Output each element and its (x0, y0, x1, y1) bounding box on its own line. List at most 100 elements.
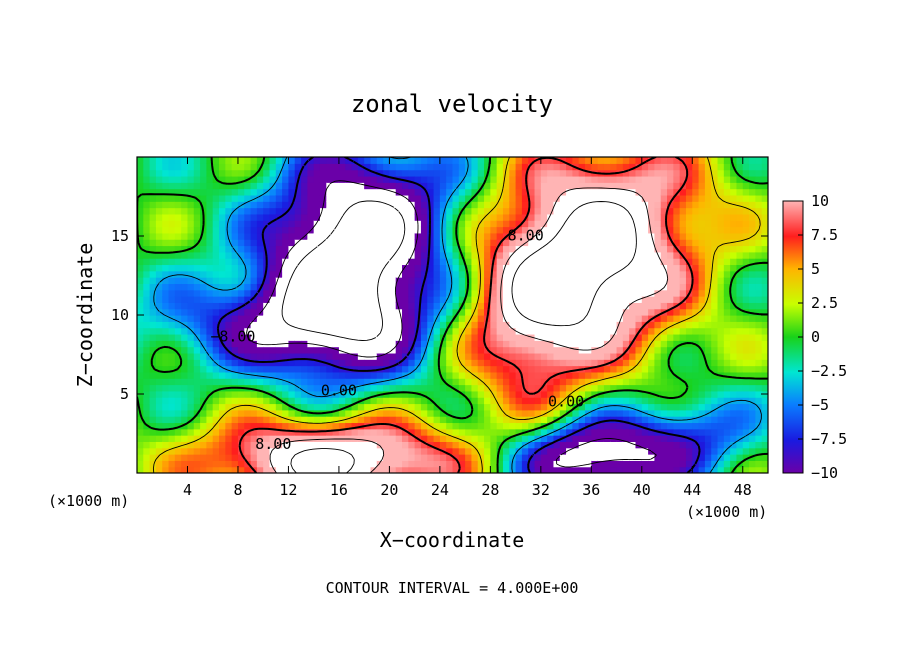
heatmap-cell (704, 403, 712, 411)
heatmap-cell (237, 188, 245, 196)
heatmap-cell (566, 296, 573, 303)
heatmap-cell (357, 245, 365, 253)
heatmap-cell (256, 333, 264, 341)
heatmap-cell (149, 327, 157, 335)
heatmap-cell (502, 302, 510, 310)
heatmap-cell (654, 340, 662, 348)
heatmap-cell (585, 428, 592, 436)
heatmap-cell (200, 270, 208, 278)
heatmap-cell (326, 226, 334, 234)
heatmap-cell (357, 207, 365, 215)
heatmap-cell (717, 315, 725, 322)
heatmap-cell (389, 435, 397, 442)
heatmap-cell (496, 245, 504, 253)
heatmap-cell (704, 346, 712, 354)
heatmap-cell (395, 194, 403, 202)
heatmap-cell (452, 428, 460, 436)
heatmap-cell (673, 359, 681, 367)
heatmap-cell (313, 239, 321, 247)
heatmap-cell (553, 390, 561, 398)
heatmap-cell (250, 454, 258, 461)
heatmap-cell (250, 378, 258, 386)
heatmap-cell (219, 327, 226, 335)
heatmap-cell (528, 213, 536, 221)
heatmap-cell (319, 182, 327, 190)
heatmap-cell (231, 359, 239, 367)
heatmap-cell (465, 460, 473, 468)
heatmap-cell (755, 182, 763, 190)
heatmap-cell (654, 315, 662, 322)
heatmap-cell (528, 327, 536, 335)
heatmap-cell (736, 251, 744, 259)
heatmap-cell (673, 340, 681, 348)
heatmap-cell (143, 359, 151, 367)
heatmap-cell (458, 409, 466, 417)
heatmap-cell (465, 264, 473, 272)
heatmap-cell (534, 378, 542, 386)
heatmap-cell (212, 403, 220, 411)
heatmap-cell (667, 296, 674, 303)
heatmap-cell (338, 239, 346, 247)
heatmap-cell (345, 194, 353, 202)
heatmap-cell (307, 403, 315, 411)
heatmap-cell (231, 378, 239, 386)
heatmap-cell (761, 346, 768, 354)
heatmap-cell (288, 327, 296, 335)
heatmap-cell (301, 302, 308, 310)
heatmap-cell (143, 188, 151, 196)
heatmap-cell (376, 194, 384, 202)
heatmap-cell (395, 441, 403, 449)
heatmap-cell (370, 239, 378, 247)
heatmap-cell (660, 302, 668, 310)
heatmap-cell (641, 340, 649, 348)
heatmap-cell (585, 213, 592, 221)
heatmap-cell (484, 422, 491, 430)
heatmap-cell (559, 365, 567, 373)
heatmap-cell (635, 277, 643, 284)
heatmap-cell (162, 182, 170, 190)
heatmap-cell (187, 409, 195, 417)
heatmap-cell (742, 157, 750, 164)
heatmap-cell (427, 409, 435, 417)
heatmap-cell (509, 245, 517, 253)
heatmap-cell (660, 340, 668, 348)
heatmap-cell (307, 321, 315, 329)
heatmap-cell (648, 277, 656, 284)
heatmap-cell (301, 207, 308, 215)
heatmap-cell (414, 239, 422, 247)
heatmap-cell (351, 359, 359, 367)
heatmap-cell (219, 182, 226, 190)
heatmap-cell (685, 327, 693, 335)
heatmap-cell (622, 251, 630, 259)
heatmap-cell (212, 454, 220, 461)
heatmap-cell (667, 226, 674, 234)
heatmap-cell (452, 157, 460, 164)
heatmap-cell (667, 232, 674, 240)
heatmap-cell (383, 346, 390, 354)
heatmap-cell (225, 416, 233, 424)
heatmap-cell (742, 365, 750, 373)
heatmap-cell (250, 245, 258, 253)
heatmap-cell (345, 270, 353, 278)
heatmap-cell (521, 232, 529, 240)
heatmap-cell (673, 378, 681, 386)
heatmap-cell (521, 346, 529, 354)
heatmap-cell (155, 435, 163, 442)
heatmap-cell (319, 169, 327, 177)
heatmap-cell (282, 441, 290, 449)
heatmap-cell (439, 416, 447, 424)
heatmap-cell (313, 390, 321, 398)
heatmap-cell (420, 435, 428, 442)
heatmap-cell (219, 245, 226, 253)
heatmap-cell (193, 245, 201, 253)
heatmap-cell (679, 454, 687, 461)
heatmap-cell (559, 352, 567, 360)
heatmap-cell (553, 201, 561, 209)
heatmap-cell (414, 245, 422, 253)
heatmap-cell (723, 289, 731, 297)
heatmap-cell (534, 409, 542, 417)
heatmap-cell (736, 220, 744, 228)
heatmap-cell (319, 157, 327, 164)
heatmap-cell (679, 466, 687, 473)
heatmap-cell (389, 327, 397, 335)
